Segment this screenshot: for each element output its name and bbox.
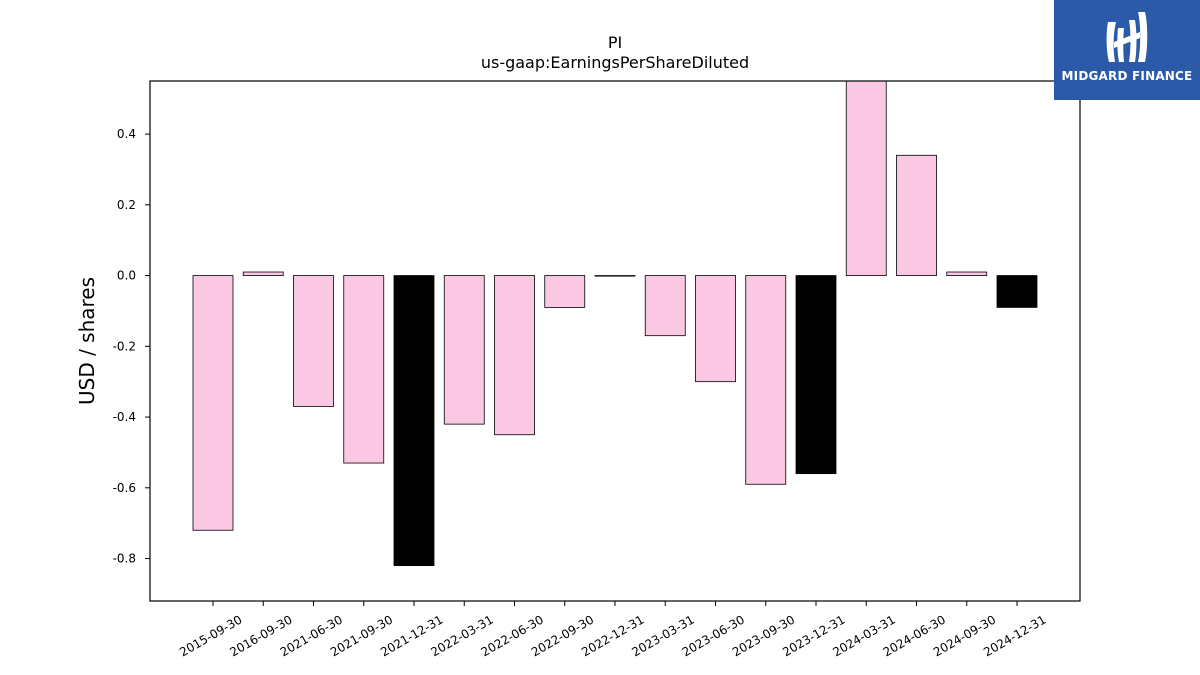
y-axis-label: USD / shares — [75, 277, 99, 405]
y-tick-label: 0.4 — [117, 127, 136, 141]
plot-frame — [149, 80, 1081, 602]
chart-title: PI — [608, 33, 622, 52]
bar-2022-03-31 — [443, 275, 485, 425]
bars-group — [192, 80, 1038, 567]
y-tick-label: -0.6 — [113, 481, 136, 495]
y-tick-label: 0.0 — [117, 269, 136, 283]
chart-subtitle: us-gaap:EarningsPerShareDiluted — [481, 53, 749, 72]
brand-name: MIDGARD FINANCE — [1061, 69, 1193, 83]
bar-2024-06-30 — [896, 154, 937, 276]
bar-2023-03-31 — [644, 275, 686, 337]
bar-2021-06-30 — [293, 275, 334, 407]
y-tick-label: -0.4 — [113, 410, 136, 424]
bar-2023-12-31 — [795, 275, 837, 475]
y-tick-label: -0.8 — [113, 552, 136, 566]
bar-2022-06-30 — [494, 275, 535, 436]
bar-2023-09-30 — [745, 275, 787, 485]
bar-2023-06-30 — [695, 275, 736, 383]
bar-2024-12-31 — [996, 275, 1038, 308]
y-tick-label: -0.2 — [113, 339, 136, 353]
brand-logo: MIDGARD FINANCE — [1054, 0, 1200, 100]
bar-2022-12-31 — [594, 275, 636, 277]
bar-2016-09-30 — [242, 271, 284, 276]
bar-2015-09-30 — [192, 275, 234, 531]
x-ticks-group: 2015-09-302016-09-302021-06-302021-09-30… — [177, 601, 1049, 659]
midgard-logo-icon — [1106, 12, 1148, 62]
bar-2024-09-30 — [946, 271, 988, 276]
y-ticks-group: -0.8 -0.6 -0.4 -0.2 0.0 0.2 0.4 — [113, 127, 150, 566]
bar-2022-09-30 — [544, 275, 586, 308]
bar-2024-03-31 — [845, 80, 887, 276]
y-tick-label: 0.2 — [117, 198, 136, 212]
bar-2021-09-30 — [343, 275, 385, 464]
bar-2021-12-31 — [393, 275, 435, 567]
